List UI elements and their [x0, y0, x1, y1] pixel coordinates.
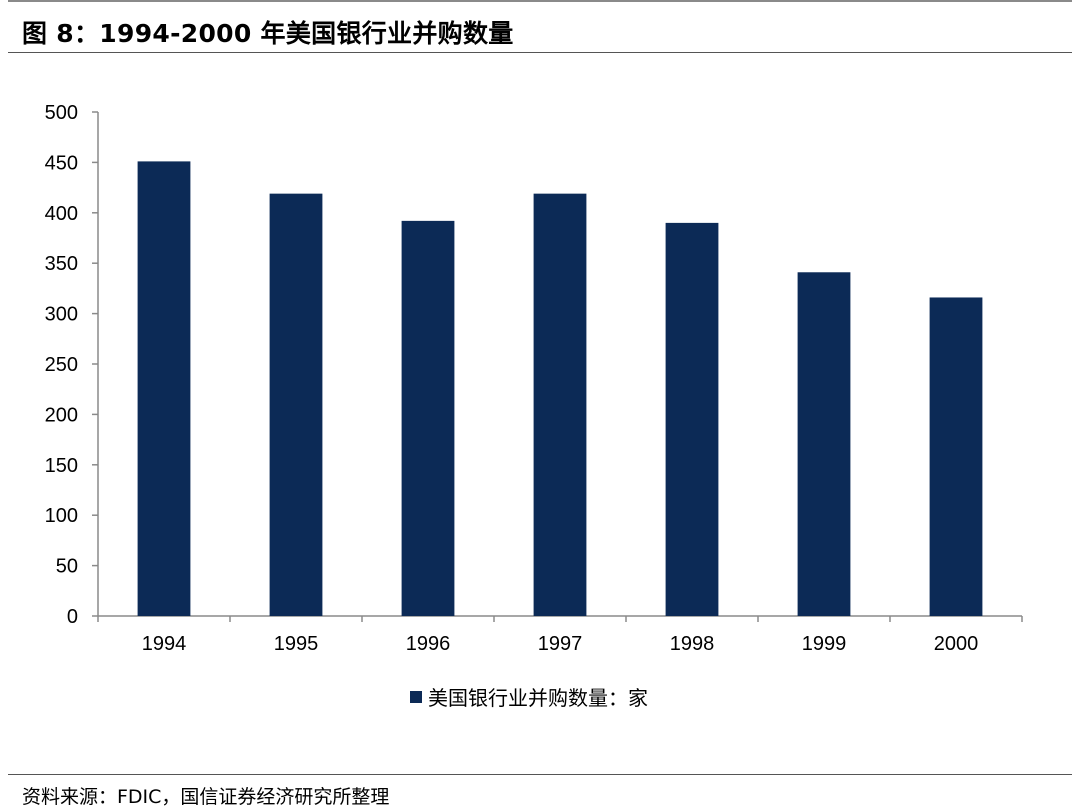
- x-tick-label: 1994: [142, 633, 187, 655]
- y-tick-label: 200: [45, 404, 78, 426]
- y-tick-label: 50: [56, 556, 78, 578]
- x-axis: 1994 1995 1996 1997 1998 1999 2000: [97, 615, 1023, 655]
- figure-title: 图 8：1994-2000 年美国银行业并购数量: [22, 19, 514, 48]
- y-axis: 0 50 100 150 200 250 300 350 400 450 500: [45, 102, 99, 628]
- bar-1998: [665, 222, 719, 616]
- y-tick-label: 450: [45, 152, 78, 174]
- y-tick-label: 250: [45, 354, 78, 376]
- bars: [137, 161, 983, 616]
- legend-label: 美国银行业并购数量：家: [428, 686, 648, 710]
- y-tick-label: 300: [45, 304, 78, 326]
- bar-1999: [797, 272, 851, 616]
- bar-1995: [269, 193, 323, 616]
- y-tick-label: 100: [45, 505, 78, 527]
- y-tick-label: 500: [45, 102, 78, 124]
- y-tick-label: 400: [45, 203, 78, 225]
- top-rule: [8, 0, 1072, 2]
- x-tick-label: 1997: [538, 633, 583, 655]
- x-tick-label: 1995: [274, 633, 319, 655]
- bar-2000: [929, 297, 983, 616]
- bar-1997: [533, 193, 587, 616]
- title-rule: [8, 52, 1072, 53]
- x-tick-label: 1998: [670, 633, 715, 655]
- y-tick-label: 0: [67, 606, 78, 628]
- y-tick-label: 350: [45, 253, 78, 275]
- x-tick-label: 2000: [934, 633, 979, 655]
- legend-swatch: [410, 690, 422, 703]
- bar-1996: [401, 220, 455, 616]
- source-note: 资料来源：FDIC，国信证券经济研究所整理: [22, 786, 390, 808]
- x-tick-label: 1999: [802, 633, 847, 655]
- y-tick-label: 150: [45, 455, 78, 477]
- x-tick-label: 1996: [406, 633, 451, 655]
- source-rule: [8, 774, 1072, 775]
- bar-1994: [137, 161, 191, 616]
- legend: 美国银行业并购数量：家: [410, 682, 648, 711]
